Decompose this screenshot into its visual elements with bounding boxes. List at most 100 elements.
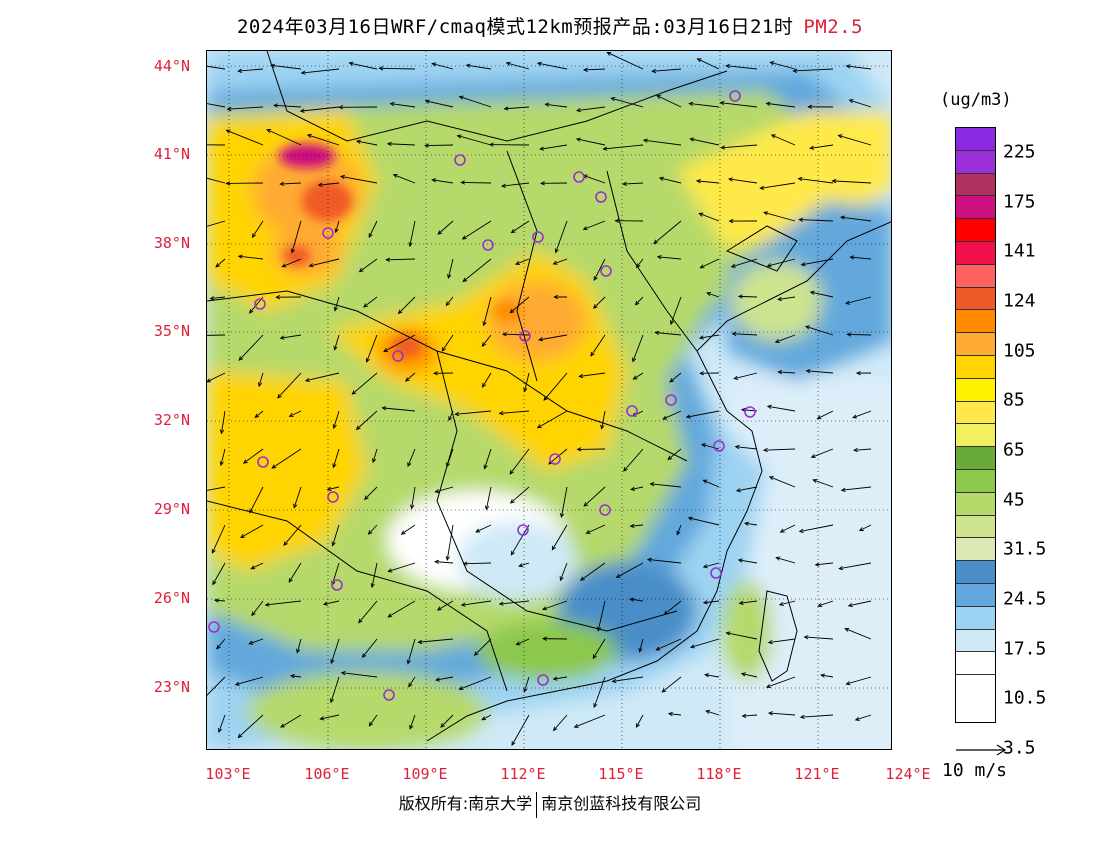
- wind-arrow: [481, 334, 492, 347]
- wind-arrow: [407, 448, 416, 467]
- wind-arrow: [435, 486, 454, 493]
- wind-arrow: [330, 638, 340, 664]
- wind-arrow: [485, 486, 492, 510]
- wind-arrow: [574, 714, 606, 728]
- wind-arrow-head: [225, 129, 231, 134]
- wind-arrow: [212, 562, 226, 585]
- wind-arrow: [463, 562, 492, 565]
- wind-arrow-head: [237, 733, 243, 739]
- wind-arrow-head: [515, 641, 521, 646]
- wind-arrow-head: [611, 678, 617, 684]
- wind-arrow: [705, 674, 720, 678]
- wind-arrow-head: [515, 260, 521, 265]
- wind-arrow: [659, 177, 682, 184]
- wind-arrow: [839, 562, 872, 570]
- wind-arrow: [593, 676, 606, 708]
- wind-arrow-head: [340, 670, 346, 676]
- wind-arrow-head: [596, 626, 602, 632]
- city-marker: [537, 674, 549, 686]
- wind-arrow: [701, 443, 720, 450]
- wind-arrow-head: [655, 646, 661, 651]
- wind-arrow: [632, 334, 644, 362]
- legend-unit: (ug/m3): [940, 90, 1012, 110]
- wind-arrow: [631, 486, 644, 490]
- wind-arrow: [592, 638, 606, 659]
- wind-arrow: [703, 600, 720, 604]
- wind-arrow-head: [273, 103, 278, 108]
- wind-arrow: [720, 102, 758, 108]
- wind-arrow-head: [544, 102, 550, 107]
- wind-arrow: [846, 65, 872, 70]
- wind-arrow: [401, 524, 416, 535]
- wind-arrow: [289, 410, 302, 417]
- wind-arrow-head: [698, 212, 704, 217]
- wind-arrow-head: [358, 267, 364, 273]
- wind-arrow: [676, 524, 682, 535]
- wind-arrow-head: [400, 530, 406, 535]
- wind-arrow: [855, 714, 872, 721]
- wind-arrow-head: [445, 556, 450, 561]
- wind-arrow-head: [765, 101, 771, 106]
- wind-arrow: [210, 296, 226, 300]
- wind-arrow-head: [831, 178, 837, 184]
- wind-arrow: [446, 448, 454, 467]
- wind-arrow-head: [238, 356, 244, 361]
- wind-arrow: [779, 600, 796, 606]
- wind-arrow: [437, 600, 454, 611]
- wind-arrow-head: [211, 548, 216, 554]
- wind-arrow: [780, 524, 796, 533]
- lat-label: 41°N: [153, 145, 190, 163]
- wind-arrow-head: [600, 424, 605, 430]
- wind-arrow-head: [554, 248, 559, 254]
- wind-arrow-head: [383, 348, 389, 352]
- wind-arrow: [462, 258, 492, 282]
- wind-arrow-head: [406, 659, 411, 665]
- wind-arrow-head: [536, 424, 542, 429]
- city-marker: [626, 405, 638, 417]
- wind-arrow-head: [670, 320, 675, 326]
- legend-swatch: [956, 469, 995, 493]
- wind-arrow-head: [606, 51, 612, 56]
- legend-swatch: [956, 424, 995, 448]
- wind-arrow-head: [602, 146, 608, 151]
- city-marker: [383, 689, 395, 701]
- wind-arrow: [849, 99, 872, 108]
- wind-arrow: [705, 710, 720, 716]
- wind-arrow-head: [306, 133, 312, 139]
- wind-arrow: [738, 559, 758, 564]
- wind-arrow: [812, 479, 834, 488]
- legend-label: 225: [1003, 141, 1036, 163]
- wind-arrow-head: [481, 382, 487, 388]
- wind-arrow-head: [777, 369, 783, 375]
- wind-arrow-head: [322, 601, 328, 606]
- wind-arrow-head: [523, 387, 528, 393]
- wind-arrow-head: [854, 716, 860, 721]
- wind-arrow: [363, 296, 378, 308]
- wind-arrow-head: [509, 308, 515, 314]
- wind-arrow-head: [540, 181, 545, 186]
- wind-arrow-head: [330, 659, 335, 665]
- legend-swatch: [956, 287, 995, 311]
- wind-arrow-head: [300, 70, 306, 75]
- wind-arrow-head: [553, 294, 559, 300]
- wind-arrow-head: [435, 677, 440, 682]
- wind-arrow: [265, 600, 302, 606]
- wind-arrow: [466, 64, 492, 70]
- wind-arrow: [845, 296, 872, 304]
- wind-arrow-head: [766, 404, 772, 409]
- wind-arrow: [859, 524, 872, 531]
- wind-arrow-head: [669, 378, 675, 383]
- footer-separator: [536, 791, 538, 818]
- wind-arrow-head: [649, 482, 655, 487]
- wind-arrow: [542, 600, 568, 610]
- wind-arrow: [699, 213, 720, 222]
- wind-arrow-head: [738, 600, 744, 605]
- wind-arrow: [207, 676, 226, 696]
- wind-arrow-head: [505, 61, 511, 66]
- wind-arrow: [760, 182, 796, 189]
- wind-arrow-head: [552, 676, 558, 681]
- city-marker: [595, 191, 607, 203]
- wind-arrow-head: [799, 714, 805, 720]
- wind-arrow: [799, 219, 834, 222]
- wind-arrow: [728, 178, 758, 184]
